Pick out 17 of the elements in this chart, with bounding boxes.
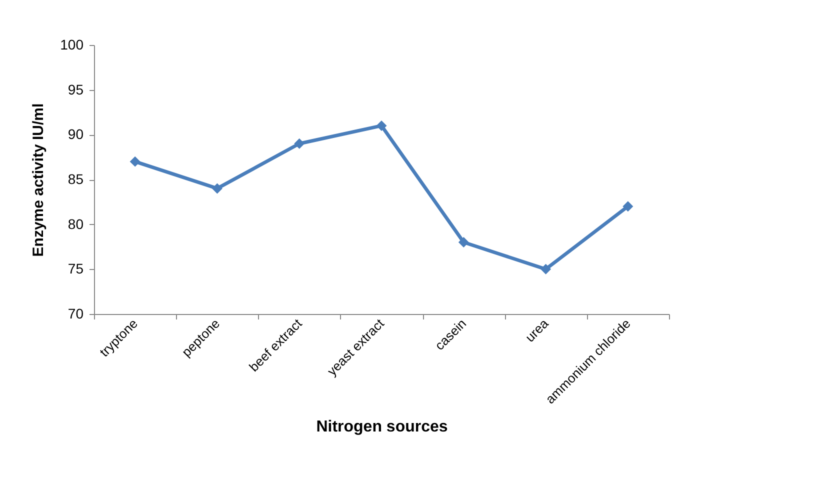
point — [130, 156, 140, 167]
point — [622, 201, 634, 212]
y-tick-label: 85 — [68, 171, 84, 187]
point — [376, 120, 387, 131]
y-tick-label: 100 — [60, 36, 84, 52]
x-tick-label: urea — [522, 315, 552, 345]
y-tick-label: 95 — [68, 81, 84, 98]
point — [540, 264, 552, 274]
y-tick-label: 80 — [68, 216, 84, 232]
point — [212, 183, 222, 194]
y-axis-title: Enzyme activity IU/ml — [30, 103, 48, 257]
y-tick-label: 70 — [68, 306, 84, 322]
y-tick-label: 75 — [68, 260, 84, 277]
x-axis-title: Nitrogen sources — [316, 418, 448, 436]
y-tick-label: 90 — [68, 126, 84, 142]
point — [294, 138, 305, 149]
point — [458, 237, 469, 248]
